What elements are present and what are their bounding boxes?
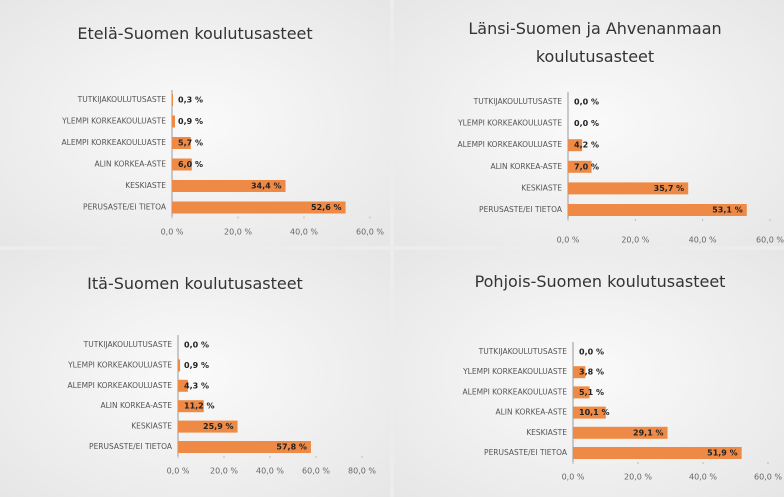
bar bbox=[568, 182, 689, 195]
category-label: ALEMPI KORKEAKOULUASTE bbox=[463, 387, 568, 396]
x-tick-label: 0,0 % bbox=[167, 467, 190, 476]
value-label: 5,1 % bbox=[579, 388, 604, 397]
x-tick-label: 0,0 % bbox=[562, 473, 585, 482]
x-tick-label: 40,0 % bbox=[290, 228, 318, 237]
x-tick-label: 20,0 % bbox=[621, 236, 649, 245]
x-tick-label: 40,0 % bbox=[256, 467, 284, 476]
x-tick-label: 0,0 % bbox=[557, 236, 580, 245]
bar bbox=[568, 139, 583, 152]
category-label: KESKIASTE bbox=[521, 183, 562, 192]
value-label: 34,4 % bbox=[251, 182, 282, 191]
value-label: 35,7 % bbox=[654, 184, 685, 193]
bar bbox=[573, 426, 668, 439]
value-label: 0,0 % bbox=[579, 348, 604, 357]
value-label: 0,9 % bbox=[178, 117, 203, 126]
value-label: 0,3 % bbox=[178, 96, 203, 105]
bar bbox=[573, 366, 586, 379]
x-tick-label: 80,0 % bbox=[348, 467, 376, 476]
value-label: 0,0 % bbox=[574, 98, 599, 107]
value-label: 57,8 % bbox=[276, 443, 307, 452]
chart-title: Itä-Suomen koulutusasteet bbox=[87, 274, 303, 293]
category-label: YLEMPI KORKEAKOULUASTE bbox=[457, 119, 562, 128]
x-tick-label: 0,0 % bbox=[161, 228, 184, 237]
value-label: 10,1 % bbox=[579, 408, 610, 417]
bar bbox=[172, 180, 286, 192]
value-label: 4,2 % bbox=[574, 141, 599, 150]
x-tick-label: 40,0 % bbox=[689, 473, 717, 482]
value-label: 7,0 % bbox=[574, 162, 599, 171]
x-tick-label: 60,0 % bbox=[302, 467, 330, 476]
bar bbox=[172, 137, 191, 149]
bar bbox=[568, 204, 747, 216]
x-tick-label: 60,0 % bbox=[356, 228, 384, 237]
category-label: TUTKIJAKOULUTUSASTE bbox=[473, 97, 563, 106]
category-label: ALEMPI KORKEAKOULUASTE bbox=[62, 138, 167, 147]
category-label: YLEMPI KORKEAKOULUASTE bbox=[61, 117, 166, 126]
category-label: TUTKIJAKOULUTUSASTE bbox=[478, 347, 568, 356]
panel bbox=[0, 250, 390, 497]
bar bbox=[568, 160, 592, 173]
x-tick-label: 20,0 % bbox=[210, 467, 238, 476]
category-label: ALEMPI KORKEAKOULUASTE bbox=[458, 140, 563, 149]
category-label: PERUSASTE/EI TIETOA bbox=[479, 205, 563, 214]
value-label: 51,9 % bbox=[707, 449, 738, 458]
category-label: YLEMPI KORKEAKOULUASTE bbox=[462, 367, 567, 376]
category-label: KESKIASTE bbox=[125, 181, 166, 190]
x-tick-label: 20,0 % bbox=[224, 228, 252, 237]
bar bbox=[172, 94, 173, 106]
category-label: ALIN KORKEA-ASTE bbox=[495, 408, 567, 417]
bar bbox=[573, 386, 590, 399]
category-label: PERUSASTE/EI TIETOA bbox=[484, 448, 568, 457]
value-label: 6,0 % bbox=[178, 160, 203, 169]
category-label: ALIN KORKEA-ASTE bbox=[490, 162, 562, 171]
bar bbox=[178, 359, 181, 372]
x-tick-label: 20,0 % bbox=[624, 473, 652, 482]
value-label: 11,2 % bbox=[184, 402, 215, 411]
bar bbox=[178, 420, 238, 433]
category-label: PERUSASTE/EI TIETOA bbox=[89, 442, 173, 451]
bar bbox=[573, 447, 742, 459]
bar bbox=[178, 441, 311, 453]
value-label: 0,9 % bbox=[184, 361, 209, 370]
category-label: ALIN KORKEA-ASTE bbox=[100, 401, 172, 410]
bar bbox=[178, 400, 204, 413]
chart-title: Pohjois-Suomen koulutusasteet bbox=[474, 272, 726, 291]
category-label: KESKIASTE bbox=[526, 428, 567, 437]
value-label: 4,3 % bbox=[184, 381, 209, 390]
bar bbox=[178, 379, 188, 392]
category-label: YLEMPI KORKEAKOULUASTE bbox=[67, 360, 172, 369]
chart-title: Etelä-Suomen koulutusasteet bbox=[77, 24, 313, 43]
bar bbox=[172, 158, 192, 171]
category-label: PERUSASTE/EI TIETOA bbox=[83, 203, 167, 212]
value-label: 25,9 % bbox=[203, 422, 234, 431]
category-label: ALIN KORKEA-ASTE bbox=[94, 160, 166, 169]
bar bbox=[172, 115, 175, 128]
value-label: 52,6 % bbox=[311, 203, 342, 212]
x-tick-label: 60,0 % bbox=[754, 473, 782, 482]
category-label: TUTKIJAKOULUTUSASTE bbox=[77, 95, 167, 104]
value-label: 29,1 % bbox=[633, 428, 664, 437]
category-label: ALEMPI KORKEAKOULUASTE bbox=[68, 381, 173, 390]
value-label: 3,8 % bbox=[579, 368, 604, 377]
value-label: 0,0 % bbox=[184, 341, 209, 350]
value-label: 0,0 % bbox=[574, 119, 599, 128]
category-label: TUTKIJAKOULUTUSASTE bbox=[83, 340, 173, 349]
value-label: 53,1 % bbox=[712, 206, 743, 215]
category-label: KESKIASTE bbox=[131, 422, 172, 431]
bar bbox=[573, 406, 606, 419]
bar bbox=[172, 201, 346, 214]
x-tick-label: 40,0 % bbox=[689, 236, 717, 245]
chart-title: Länsi-Suomen ja Ahvenanmaan koulutusaste… bbox=[468, 19, 722, 66]
value-label: 5,7 % bbox=[178, 139, 203, 148]
x-tick-label: 60,0 % bbox=[756, 236, 784, 245]
